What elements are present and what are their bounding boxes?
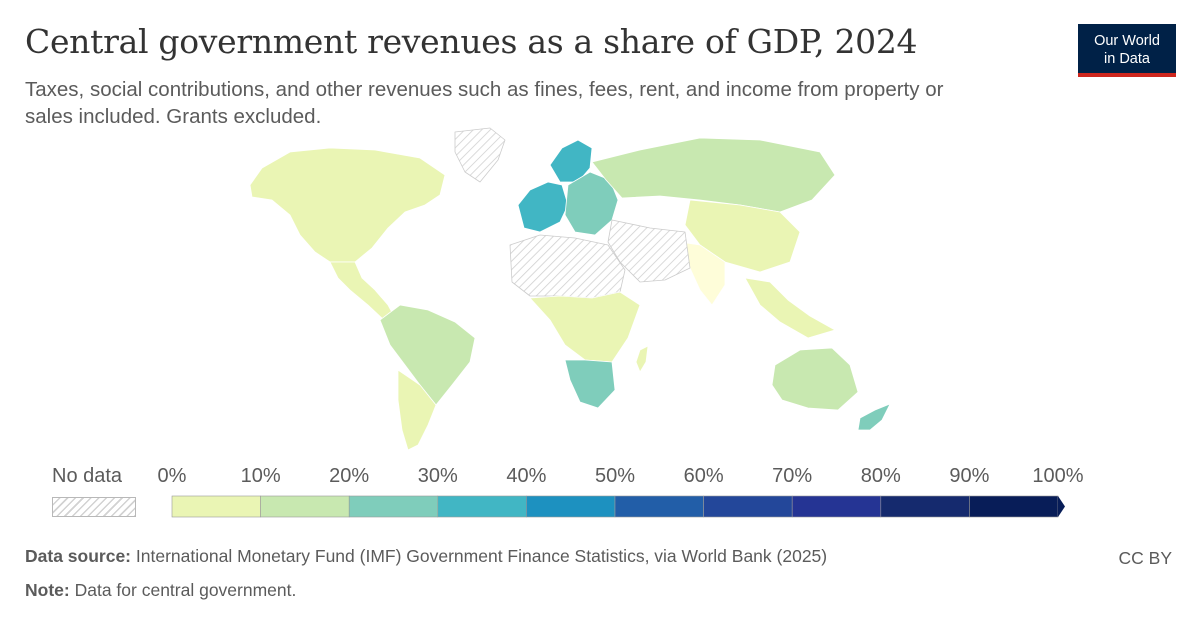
legend-tick-label: 50%: [594, 465, 636, 487]
legend-tick-label: 90%: [949, 465, 990, 487]
russia[interactable]: [591, 137, 836, 213]
legend-tick-label: 100%: [1032, 465, 1084, 487]
data-source-label: Data source:: [25, 546, 132, 566]
legend-tick-label: 10%: [240, 465, 281, 487]
data-source-text[interactable]: International Monetary Fund (IMF) Govern…: [135, 546, 828, 566]
legend-tick-label: 70%: [772, 465, 813, 487]
chart-title: Central government revenues as a share o…: [25, 22, 918, 61]
legend-bin-1[interactable]: [260, 495, 350, 518]
south-america[interactable]: [379, 304, 476, 406]
madagascar[interactable]: [635, 345, 649, 373]
legend-tick-label: 30%: [417, 465, 458, 487]
legend-bin-7[interactable]: [791, 495, 882, 518]
note-text: Data for central government.: [74, 580, 297, 600]
logo-line-2: in Data: [1104, 51, 1150, 67]
legend-arrow: [1058, 496, 1065, 517]
greenland[interactable]: [454, 127, 506, 183]
chart-subtitle: Taxes, social contributions, and other r…: [25, 78, 944, 128]
legend-bin-8[interactable]: [880, 495, 970, 518]
australia[interactable]: [771, 347, 859, 411]
central-america[interactable]: [329, 261, 396, 321]
note-label: Note:: [25, 580, 70, 600]
legend-bin-4[interactable]: [526, 495, 616, 518]
scandinavia[interactable]: [549, 139, 593, 183]
europe-west[interactable]: [517, 181, 569, 233]
north-africa[interactable]: [509, 234, 626, 299]
legend-tick-label: 40%: [506, 465, 547, 487]
new-zealand[interactable]: [857, 403, 891, 431]
legend-bin-3[interactable]: [437, 495, 527, 518]
legend-bin-6[interactable]: [703, 495, 793, 518]
logo-line-1: Our World: [1094, 33, 1160, 49]
license-label[interactable]: CC BY: [1118, 548, 1172, 568]
legend-bin-9[interactable]: [969, 495, 1059, 518]
legend-tick-label: 80%: [860, 465, 901, 487]
southeast-asia[interactable]: [744, 277, 836, 339]
no-data-swatch: [52, 497, 136, 517]
legend-bin-0[interactable]: [171, 495, 261, 518]
north-america[interactable]: [249, 147, 446, 263]
data-source-line: Data source: International Monetary Fund…: [25, 546, 827, 567]
note-line: Note: Data for central government.: [25, 580, 296, 601]
legend-tick-label: 60%: [683, 465, 724, 487]
no-data-label: No data: [52, 465, 123, 487]
owid-logo[interactable]: Our World in Data: [1078, 24, 1176, 77]
legend-bin-5[interactable]: [614, 495, 704, 518]
central-africa[interactable]: [529, 291, 641, 363]
middle-east[interactable]: [607, 219, 691, 283]
legend-tick-label: 0%: [157, 465, 187, 487]
southern-africa[interactable]: [564, 359, 616, 409]
legend-bin-2[interactable]: [348, 495, 439, 518]
legend-bar: [171, 495, 1065, 518]
legend-tick-label: 20%: [329, 465, 370, 487]
argentina-chile[interactable]: [397, 369, 437, 451]
india[interactable]: [679, 241, 726, 306]
